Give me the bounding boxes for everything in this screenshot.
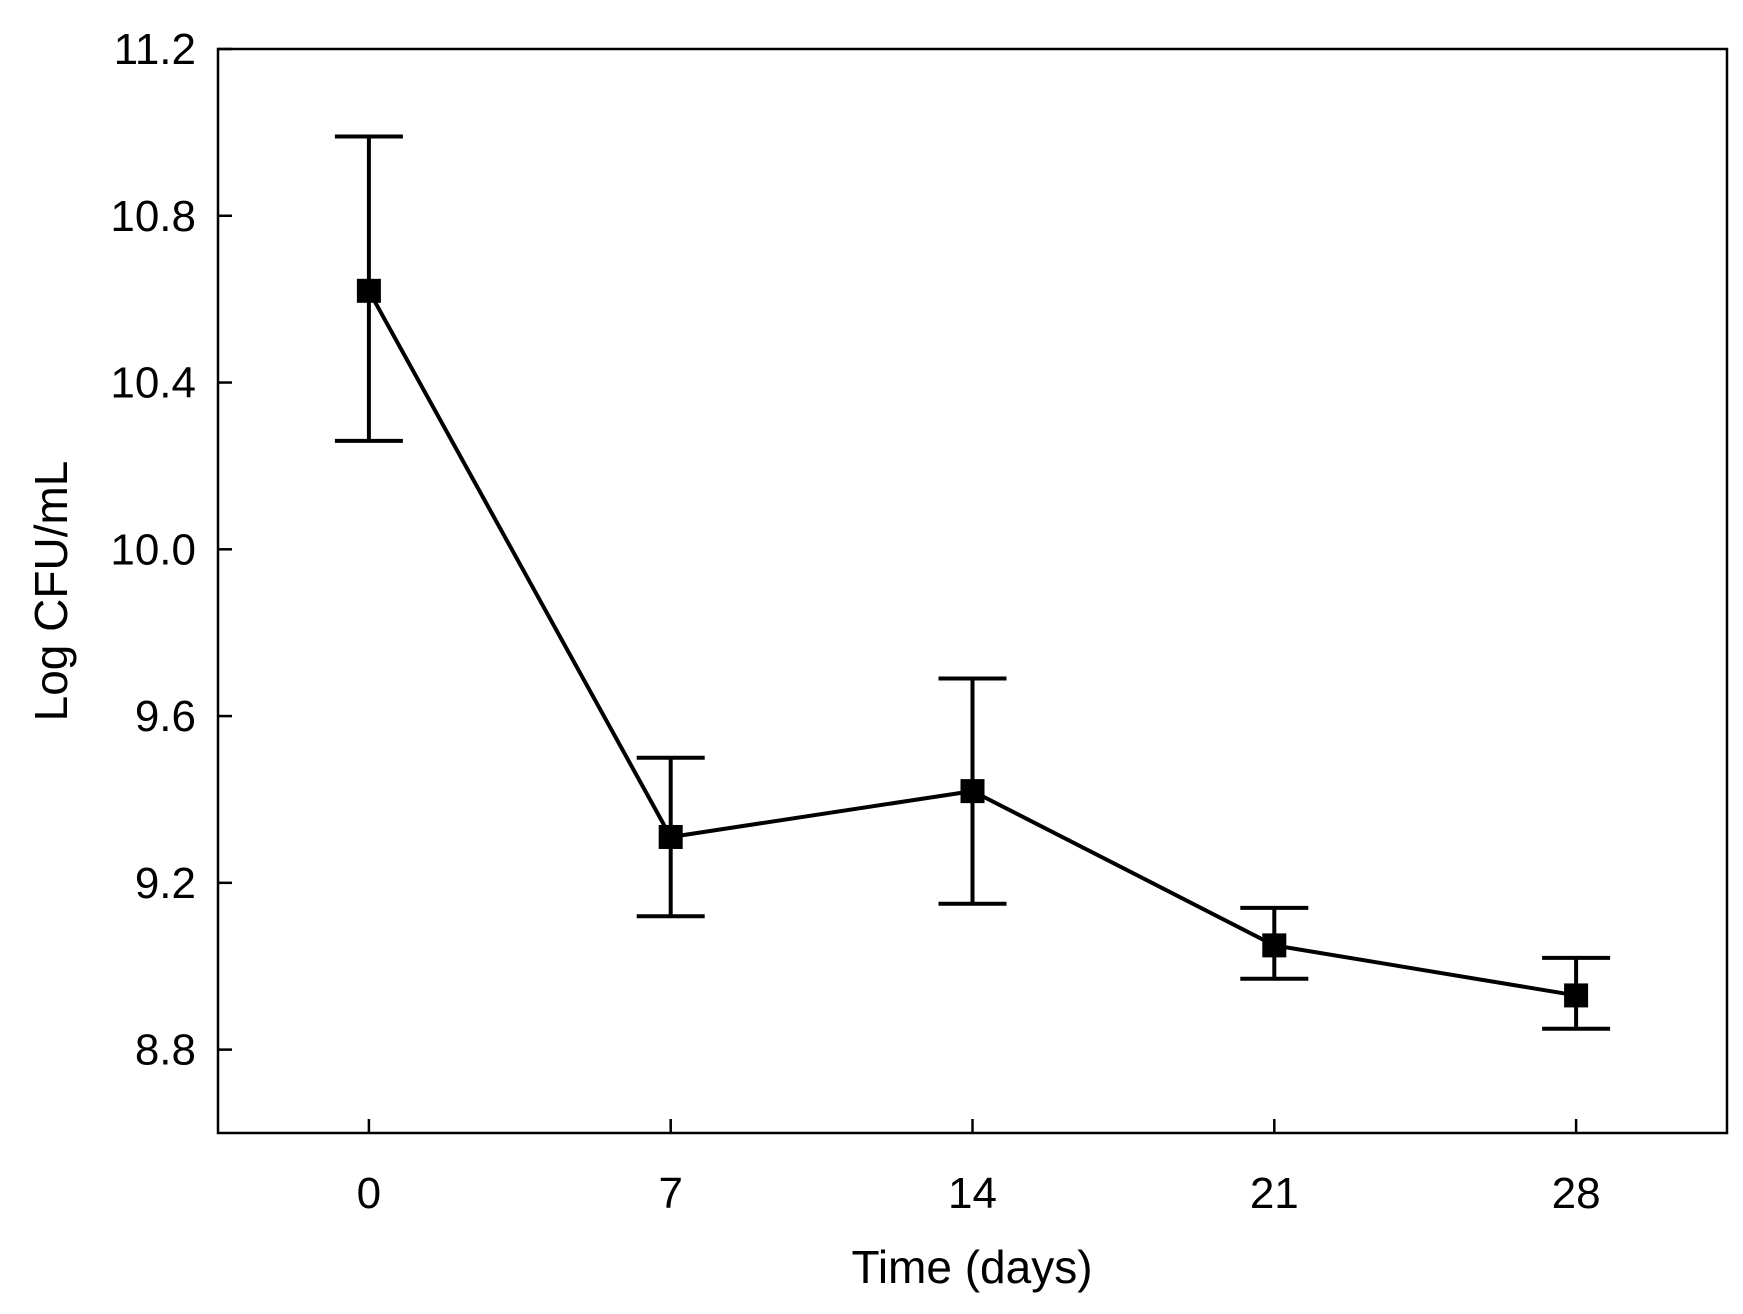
data-point bbox=[1564, 983, 1589, 1008]
error-bars bbox=[334, 134, 1611, 1031]
data-point bbox=[356, 278, 381, 303]
x-axis: 0 7 14 21 28 bbox=[357, 1119, 1601, 1218]
y-axis: 8.8 9.2 9.6 10.0 10.4 10.8 11.2 bbox=[110, 25, 232, 1075]
x-tick-label: 0 bbox=[357, 1169, 381, 1218]
data-point bbox=[960, 779, 985, 804]
y-tick-label: 10.8 bbox=[110, 192, 196, 241]
x-tick-label: 14 bbox=[948, 1169, 997, 1218]
x-tick-label: 7 bbox=[658, 1169, 682, 1218]
data-point bbox=[1262, 933, 1287, 958]
y-tick-label: 8.8 bbox=[135, 1026, 196, 1075]
y-tick-label: 9.6 bbox=[135, 692, 196, 741]
x-axis-title: Time (days) bbox=[851, 1241, 1092, 1293]
y-tick-label: 10.4 bbox=[110, 359, 196, 408]
y-tick-label: 11.2 bbox=[114, 25, 196, 74]
y-axis-title: Log CFU/mL bbox=[25, 461, 77, 722]
x-tick-label: 28 bbox=[1552, 1169, 1601, 1218]
data-point bbox=[658, 824, 683, 849]
y-tick-label: 9.2 bbox=[135, 859, 196, 908]
plot-frame bbox=[216, 47, 1729, 1135]
y-tick-label: 10.0 bbox=[110, 525, 196, 574]
x-tick-label: 21 bbox=[1250, 1169, 1299, 1218]
data-markers bbox=[356, 278, 1589, 1008]
